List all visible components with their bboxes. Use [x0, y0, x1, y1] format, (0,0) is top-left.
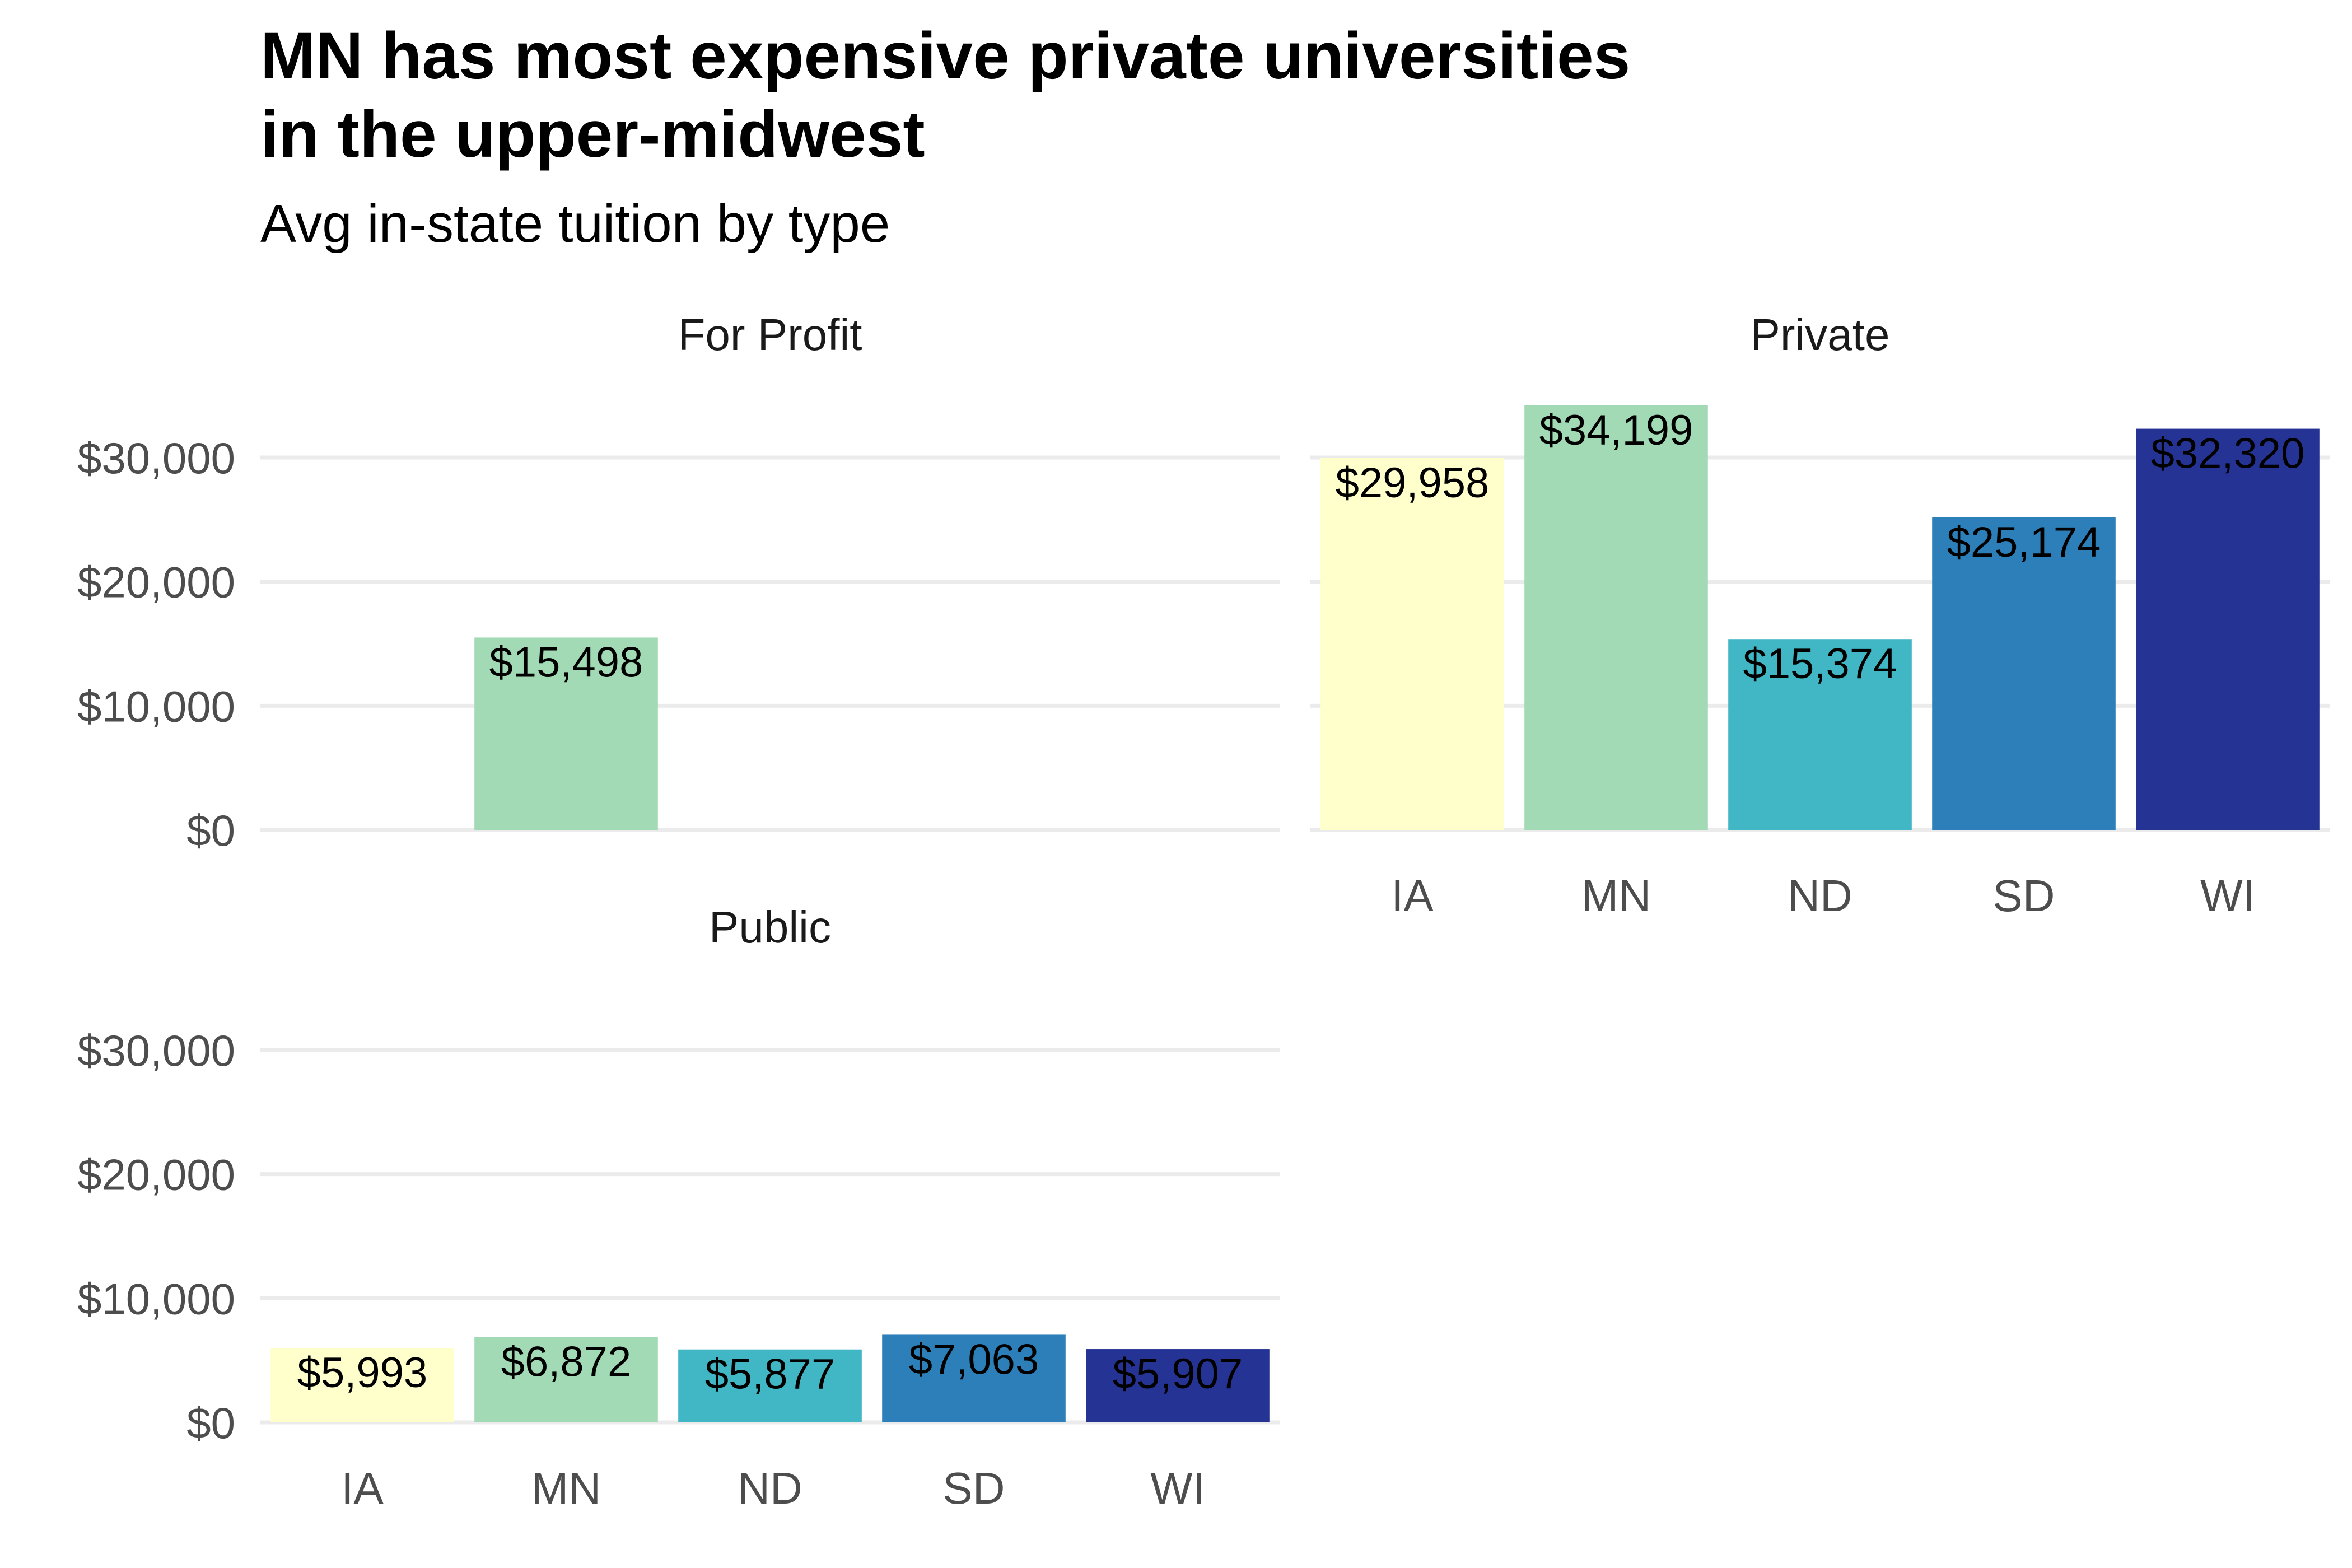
data-label-for-profit-mn: $15,498 [489, 638, 643, 686]
bar-public-nd [678, 1349, 862, 1422]
y-tick-label-for-profit-1: $10,000 [77, 682, 235, 731]
x-tick-label-private-mn: MN [1581, 871, 1651, 921]
x-tick-label-private-ia: IA [1391, 871, 1434, 921]
bar-private-ia [1320, 458, 1504, 830]
chart-title-line-2: in the upper-midwest [260, 97, 925, 171]
y-tick-label-for-profit-3: $30,000 [77, 433, 235, 483]
x-tick-label-private-sd: SD [1992, 871, 2055, 921]
x-tick-label-private-nd: ND [1788, 871, 1852, 921]
bar-for-profit-mn [474, 637, 658, 830]
data-label-private-nd: $15,374 [1743, 640, 1897, 688]
chart-title: MN has most expensive private universiti… [260, 17, 2164, 174]
facet-label-private: Private [1751, 310, 1890, 360]
facet-label-public: Public [709, 902, 831, 952]
bar-private-wi [2136, 428, 2320, 830]
data-label-private-mn: $34,199 [1539, 407, 1693, 454]
y-tick-label-public-0: $0 [186, 1398, 235, 1448]
bar-public-wi [1086, 1349, 1270, 1422]
bar-public-mn [474, 1337, 658, 1422]
data-label-public-nd: $5,877 [705, 1351, 835, 1398]
x-tick-label-public-wi: WI [1150, 1463, 1205, 1513]
data-label-private-sd: $25,174 [1947, 519, 2101, 566]
x-tick-label-public-mn: MN [531, 1463, 601, 1513]
y-tick-label-public-1: $10,000 [77, 1274, 235, 1323]
x-tick-label-public-sd: SD [942, 1463, 1005, 1513]
bar-private-nd [1728, 639, 1912, 830]
bar-private-sd [1932, 517, 2116, 830]
chart-title-line-1: MN has most expensive private universiti… [260, 19, 1631, 93]
chart-subtitle: Avg in-state tuition by type [260, 194, 890, 254]
y-tick-label-public-3: $30,000 [77, 1026, 235, 1075]
bar-private-mn [1524, 405, 1708, 830]
bar-public-ia [270, 1348, 454, 1422]
data-label-public-ia: $5,993 [297, 1349, 427, 1397]
x-tick-label-public-nd: ND [738, 1463, 802, 1513]
data-label-public-mn: $6,872 [501, 1338, 631, 1386]
data-label-public-sd: $7,063 [909, 1336, 1039, 1383]
y-tick-label-public-2: $20,000 [77, 1150, 235, 1200]
data-label-private-ia: $29,958 [1336, 459, 1490, 507]
y-tick-label-for-profit-2: $20,000 [77, 558, 235, 607]
x-tick-label-public-ia: IA [341, 1463, 384, 1513]
data-label-private-wi: $32,320 [2151, 430, 2305, 478]
y-tick-label-for-profit-0: $0 [186, 806, 235, 855]
data-label-public-wi: $5,907 [1113, 1350, 1243, 1398]
bar-public-sd [882, 1334, 1066, 1422]
facet-label-for-profit: For Profit [678, 310, 862, 360]
x-tick-label-private-wi: WI [2200, 871, 2255, 921]
